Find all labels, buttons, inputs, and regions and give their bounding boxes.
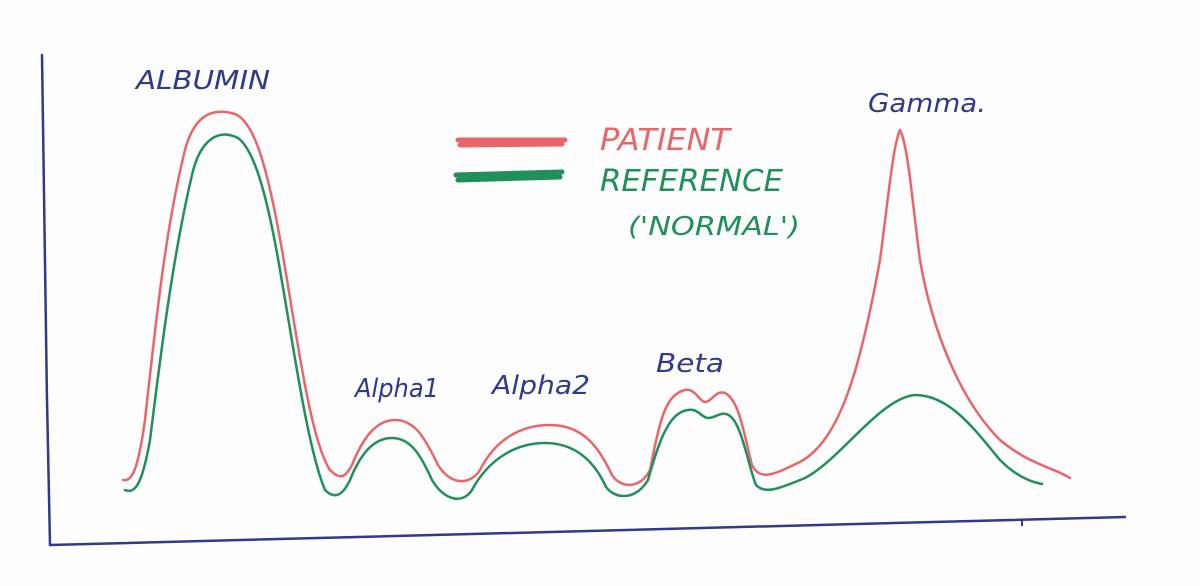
x-axis — [48, 515, 1127, 547]
legend-reference-stroke — [453, 169, 565, 183]
y-axis — [40, 53, 52, 547]
reference-curve — [123, 133, 1044, 500]
patient-curve — [121, 110, 1072, 487]
legend-patient-label: PATIENT — [600, 123, 733, 158]
peak-label-alpha1: Alpha1 — [353, 374, 439, 404]
peak-label-gamma: Gamma. — [868, 89, 986, 119]
legend-patient-stroke — [455, 137, 568, 148]
peak-label-beta: Beta — [656, 349, 724, 379]
peak-label-alpha2: Alpha2 — [490, 371, 590, 401]
legend-reference-label: REFERENCE — [600, 164, 783, 199]
peak-label-albumin: ALBUMIN — [134, 66, 270, 96]
legend-reference-note: ('NORMAL') — [628, 212, 800, 242]
